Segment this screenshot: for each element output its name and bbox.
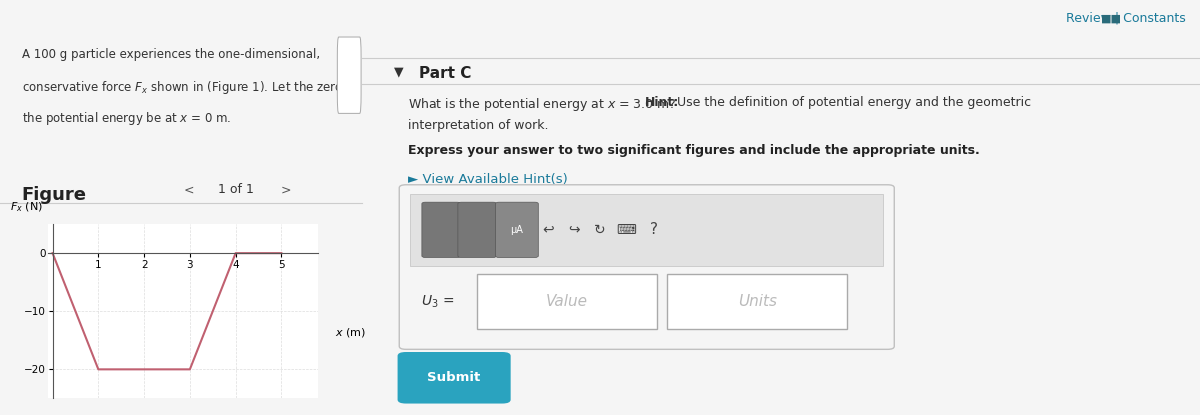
FancyBboxPatch shape (458, 202, 497, 257)
Text: What is the potential energy at $x$ = 3.0 m?: What is the potential energy at $x$ = 3.… (408, 96, 677, 113)
Text: conservative force $F_x$ shown in (Figure 1). Let the zero of: conservative force $F_x$ shown in (Figur… (22, 79, 359, 96)
Text: Review | Constants: Review | Constants (1066, 12, 1186, 25)
Text: $U_3$ =: $U_3$ = (421, 293, 455, 310)
Text: <: < (184, 183, 193, 196)
FancyBboxPatch shape (410, 193, 883, 266)
FancyBboxPatch shape (400, 185, 894, 349)
Text: ↪: ↪ (569, 223, 580, 237)
FancyBboxPatch shape (478, 274, 658, 329)
Text: Hint:: Hint: (644, 96, 679, 109)
FancyBboxPatch shape (496, 202, 539, 257)
Text: Submit: Submit (427, 371, 481, 384)
Text: 1 of 1: 1 of 1 (217, 183, 253, 196)
Text: Express your answer to two significant figures and include the appropriate units: Express your answer to two significant f… (408, 144, 980, 157)
Text: Value: Value (546, 294, 588, 309)
Text: ► View Available Hint(s): ► View Available Hint(s) (408, 173, 569, 186)
FancyBboxPatch shape (337, 37, 361, 113)
FancyBboxPatch shape (397, 352, 511, 403)
FancyBboxPatch shape (667, 274, 847, 329)
Text: μA: μA (510, 225, 523, 235)
Text: ↩: ↩ (542, 223, 554, 237)
Text: the potential energy be at $x$ = 0 m.: the potential energy be at $x$ = 0 m. (22, 110, 232, 127)
X-axis label: $x$ (m): $x$ (m) (335, 326, 366, 339)
FancyBboxPatch shape (422, 202, 461, 257)
Text: Units: Units (738, 294, 776, 309)
Text: ■■: ■■ (1102, 13, 1122, 23)
Text: ▼: ▼ (395, 66, 404, 79)
Text: interpretation of work.: interpretation of work. (408, 119, 548, 132)
Text: >: > (281, 183, 292, 196)
Y-axis label: $F_x$ (N): $F_x$ (N) (10, 200, 43, 214)
Text: Figure: Figure (22, 186, 86, 204)
Text: Part C: Part C (419, 66, 472, 81)
Text: ↻: ↻ (594, 223, 605, 237)
Text: ⌨: ⌨ (617, 223, 636, 237)
Text: Use the definition of potential energy and the geometric: Use the definition of potential energy a… (673, 96, 1031, 109)
Text: ?: ? (650, 222, 658, 237)
Text: A 100 g particle experiences the one-dimensional,: A 100 g particle experiences the one-dim… (22, 49, 320, 61)
